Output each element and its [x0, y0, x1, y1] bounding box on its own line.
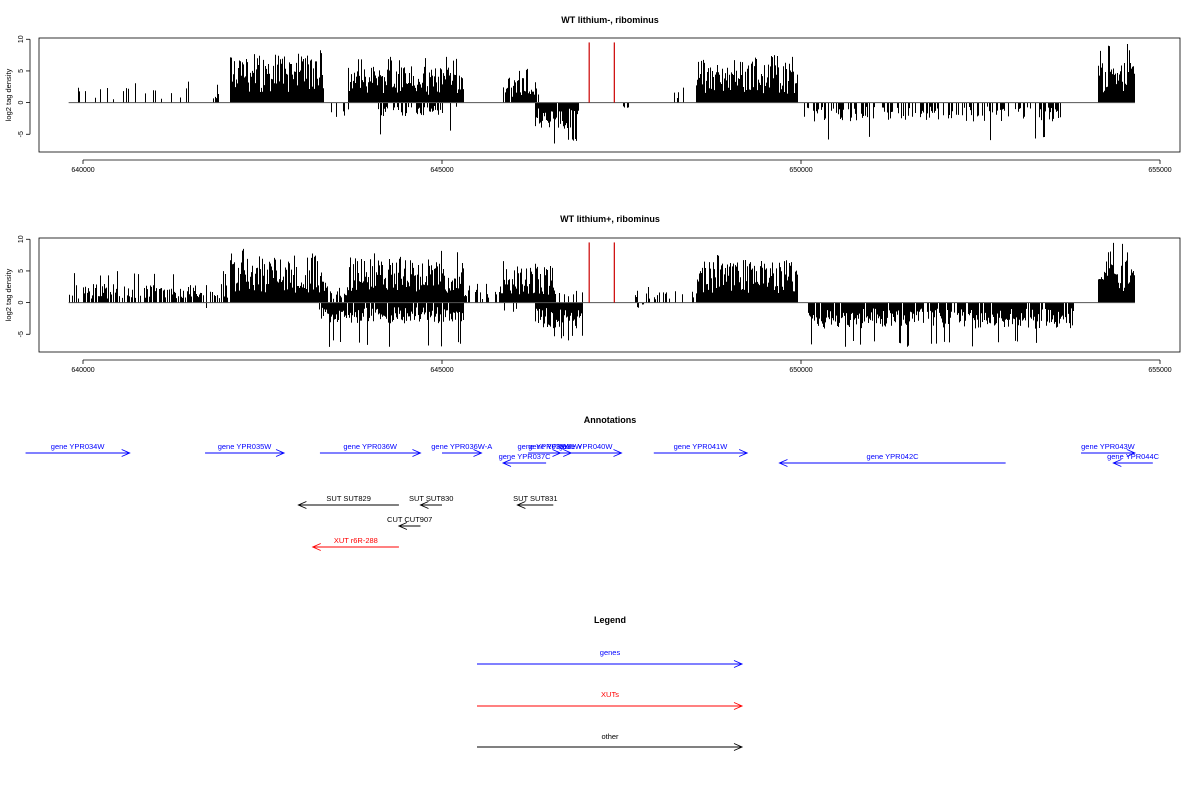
feature-label: gene YPR034W: [51, 442, 106, 451]
y-tick-label: 5: [18, 269, 25, 273]
x-tick-label: 640000: [71, 167, 94, 174]
feature-arrow-head: [613, 449, 623, 457]
feature-label: CUT CUT907: [387, 515, 432, 524]
feature-sut-sut830: SUT SUT830: [409, 494, 453, 509]
feature-gene-ypr037c: gene YPR037C: [499, 452, 552, 467]
feature-sut-sut831: SUT SUT831: [513, 494, 558, 509]
annotations-title: Annotations: [584, 415, 637, 425]
feature-gene-ypr040w: gene YPR040W: [549, 442, 623, 457]
y-axis: -5 0 5 10: [18, 35, 31, 137]
y-tick-label: 0: [18, 301, 25, 305]
track-title: WT lithium+, ribominus: [560, 214, 660, 224]
feature-arrow-head: [738, 449, 749, 457]
legend-label: XUTs: [601, 690, 619, 699]
y-tick-label: 5: [18, 69, 25, 73]
legend-item-xuts: XUTs: [477, 690, 744, 710]
feature-arrow-head: [297, 501, 307, 509]
feature-gene-ypr044c: gene YPR044C: [1107, 452, 1160, 467]
feature-gene-ypr036w: gene YPR036W: [319, 442, 422, 457]
y-axis-label: log2 tag density: [4, 68, 13, 121]
x-tick-label: 650000: [789, 167, 812, 174]
feature-arrow-head: [473, 449, 483, 457]
feature-label: gene YPR038W: [517, 442, 572, 451]
feature-gene-ypr042c: gene YPR042C: [778, 452, 1006, 467]
x-axis: 640000 645000 650000 655000: [71, 359, 1172, 374]
legend-label: other: [601, 732, 619, 741]
legend-arrow-head: [733, 743, 744, 751]
feature-label: XUT r6R-288: [334, 536, 378, 545]
track-lithium-plus: WT lithium+, ribominus log2 tag density …: [4, 214, 1181, 374]
feature-label: gene YPR043W: [1081, 442, 1136, 451]
feature-label: gene YPR035W: [218, 442, 273, 451]
feature-arrow-head: [501, 459, 512, 467]
bars-layer: [78, 44, 1135, 144]
y-tick-label: 10: [18, 235, 25, 243]
marker-layer: [588, 42, 615, 103]
x-tick-label: 655000: [1148, 367, 1171, 374]
feature-layer: gene YPR034W gene YPR035W gene YPR036W gene…: [25, 442, 1160, 551]
feature-label: gene YPR037C: [499, 452, 552, 461]
legend: Legend genes XUTs other: [477, 615, 744, 751]
feature-arrow-head: [419, 501, 429, 509]
feature-gene-ypr034w: gene YPR034W: [25, 442, 131, 457]
plot-frame: [38, 37, 1181, 153]
x-tick-label: 640000: [71, 367, 94, 374]
x-axis: 640000 645000 650000 655000: [71, 159, 1172, 174]
feature-arrow-head: [121, 449, 131, 457]
feature-arrow-head: [397, 522, 408, 530]
feature-gene-ypr043w: gene YPR043W: [1081, 442, 1136, 457]
feature-label: SUT SUT830: [409, 494, 453, 503]
feature-cut-cut907: CUT CUT907: [387, 515, 432, 530]
feature-label: gene YPR036W: [343, 442, 398, 451]
x-tick-label: 655000: [1148, 167, 1171, 174]
feature-label: SUT SUT829: [326, 494, 370, 503]
feature-label: gene YPR040W: [559, 442, 614, 451]
track-title: WT lithium-, ribominus: [561, 15, 659, 25]
legend-item-other: other: [477, 732, 744, 751]
annotations-panel: Annotations gene YPR034W gene YPR035W gene…: [25, 415, 1160, 551]
feature-label: SUT SUT831: [513, 494, 557, 503]
feature-arrow-head: [311, 543, 321, 551]
feature-arrow-head: [275, 449, 286, 457]
feature-gene-ypr036w-a: gene YPR036W-A: [431, 442, 492, 457]
feature-label: gene YPR042C: [867, 452, 920, 461]
feature-arrow-head: [1112, 459, 1122, 467]
y-axis: -5 0 5 10: [18, 235, 31, 337]
legend-arrow-head: [733, 702, 744, 710]
feature-arrow-head: [778, 459, 788, 467]
y-tick-label: 10: [18, 35, 25, 43]
feature-gene-ypr035w: gene YPR035W: [205, 442, 286, 457]
track-lithium-minus: WT lithium-, ribominus log2 tag density …: [4, 15, 1181, 174]
marker-layer: [588, 242, 615, 303]
feature-arrow-head: [1126, 449, 1136, 457]
x-tick-label: 645000: [430, 167, 453, 174]
y-tick-label: -5: [18, 331, 25, 337]
feature-arrow-head: [412, 449, 422, 457]
legend-title: Legend: [594, 615, 626, 625]
feature-label: gene YPR036W-A: [431, 442, 492, 451]
feature-label: gene YPR044C: [1107, 452, 1160, 461]
feature-label: gene YPR041W: [674, 442, 729, 451]
x-tick-label: 650000: [789, 367, 812, 374]
feature-label: gene YPR039W: [528, 442, 583, 451]
plot-frame: [38, 237, 1181, 353]
feature-sut-sut829: SUT SUT829: [297, 494, 399, 509]
y-axis-label: log2 tag density: [4, 268, 13, 321]
feature-gene-ypr041w: gene YPR041W: [653, 442, 749, 457]
feature-xut-r6r-288: XUT r6R-288: [311, 536, 399, 551]
y-tick-label: 0: [18, 101, 25, 105]
bars-layer: [69, 242, 1135, 347]
legend-arrow-head: [733, 660, 744, 668]
y-tick-label: -5: [18, 131, 25, 137]
legend-label: genes: [600, 648, 621, 657]
feature-arrow-head: [516, 501, 526, 509]
x-tick-label: 645000: [430, 367, 453, 374]
legend-item-genes: genes: [477, 648, 744, 668]
